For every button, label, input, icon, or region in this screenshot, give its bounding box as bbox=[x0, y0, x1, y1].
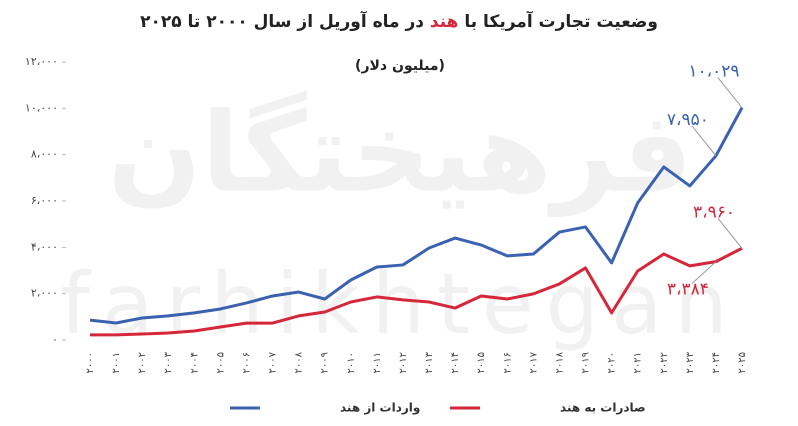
watermark: فرهیختگان bbox=[108, 88, 693, 217]
x-tick-label: ۲۰۲۳ bbox=[685, 351, 696, 373]
title-highlight: هند bbox=[429, 12, 459, 32]
line bbox=[89, 106, 744, 325]
x-tick-label: ۲۰۲۲ bbox=[659, 352, 670, 373]
x-tick-label: ۲۰۱۵ bbox=[476, 352, 487, 373]
x-tick-label: ۲۰۰۳ bbox=[163, 351, 174, 373]
x-tick-label: ۲۰۰۷ bbox=[268, 351, 279, 373]
leader-line bbox=[717, 77, 743, 108]
x-tick-label: ۲۰۰۰ bbox=[85, 352, 96, 373]
x-tick-label: ۲۰۰۶ bbox=[241, 352, 252, 373]
x-tick-label: ۲۰۱۳ bbox=[424, 351, 435, 373]
leader-line bbox=[691, 261, 717, 284]
title-part: وضعیت تجارت آمریکا با bbox=[464, 12, 658, 32]
x-tick-label: ۲۰۱۹ bbox=[581, 352, 592, 373]
leader-line bbox=[691, 125, 717, 157]
legend-label: واردات از هند bbox=[340, 401, 420, 416]
line bbox=[90, 246, 743, 337]
value-label: ۷،۹۵۰ bbox=[667, 110, 709, 130]
x-tick-label: ۲۰۱۱ bbox=[372, 352, 383, 373]
x-tick-label: ۲۰۲۴ bbox=[711, 352, 722, 373]
legend-label: صادرات به هند bbox=[560, 401, 646, 415]
x-tick-label: ۲۰۱۷ bbox=[528, 351, 539, 373]
x-tick-label: ۲۰۲۱ bbox=[633, 352, 644, 373]
value-label: ۳،۹۶۰ bbox=[693, 202, 735, 222]
value-label: ۱۰،۰۲۹ bbox=[688, 62, 739, 82]
x-tick-label: ۲۰۱۶ bbox=[502, 352, 513, 373]
x-tick-label: ۲۰۰۵ bbox=[215, 352, 226, 373]
x-tick-label: ۲۰۲۵ bbox=[737, 352, 748, 373]
value-label: ۳،۳۸۴ bbox=[667, 280, 709, 300]
y-tick-label: ۰ bbox=[52, 333, 58, 346]
x-tick-label: ۲۰۱۰ bbox=[346, 352, 357, 373]
x-tick-label: ۲۰۰۱ bbox=[111, 352, 122, 373]
x-tick-label: ۲۰۱۴ bbox=[450, 352, 461, 373]
y-tick-label: ۶،۰۰۰ bbox=[31, 194, 58, 207]
x-tick-label: ۲۰۱۸ bbox=[554, 351, 565, 373]
y-tick-label: ۲،۰۰۰ bbox=[31, 287, 58, 300]
x-tick-label: ۲۰۰۲ bbox=[137, 352, 148, 373]
y-tick-label: ۸،۰۰۰ bbox=[31, 148, 58, 161]
title-part: در ماه آوریل از سال ۲۰۰۰ تا ۲۰۲۵ bbox=[140, 12, 424, 32]
x-tick-label: ۲۰۰۴ bbox=[189, 352, 200, 373]
x-tick-label: ۲۰۱۲ bbox=[398, 352, 409, 373]
chart-subtitle: (میلیون دلار) bbox=[355, 58, 445, 74]
x-tick-label: ۲۰۲۰ bbox=[607, 352, 618, 373]
y-tick-label: ۱۲،۰۰۰ bbox=[25, 55, 58, 68]
y-tick-label: ۱۰،۰۰۰ bbox=[25, 101, 58, 114]
x-tick-label: ۲۰۰۹ bbox=[320, 352, 331, 373]
leader-line bbox=[717, 217, 743, 249]
y-tick-label: ۴،۰۰۰ bbox=[31, 240, 58, 253]
chart-title: وضعیت تجارت آمریکا با هند در ماه آوریل ا… bbox=[0, 12, 798, 32]
x-tick-label: ۲۰۰۸ bbox=[294, 351, 305, 373]
